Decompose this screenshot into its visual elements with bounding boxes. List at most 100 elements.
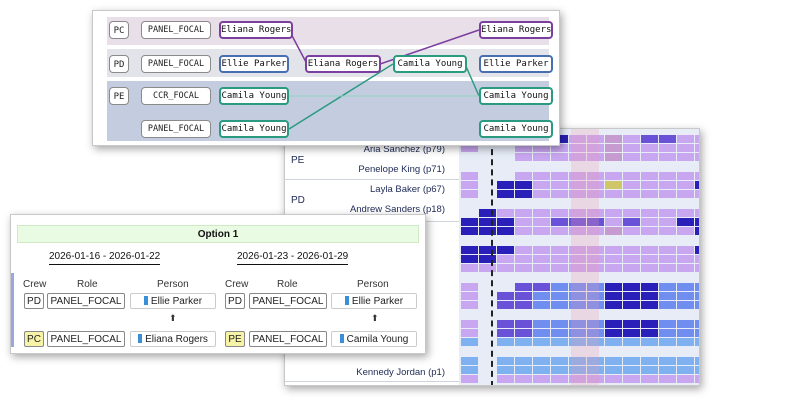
- schedule-cell[interactable]: [641, 153, 658, 161]
- schedule-cell[interactable]: [695, 153, 699, 161]
- schedule-cell[interactable]: [659, 375, 676, 383]
- schedule-cell[interactable]: [461, 246, 478, 254]
- schedule-cell[interactable]: [587, 209, 604, 217]
- schedule-cell[interactable]: [569, 357, 586, 365]
- schedule-cell[interactable]: [533, 375, 550, 383]
- schedule-cell[interactable]: [479, 246, 496, 254]
- person-box-after[interactable]: Camila Young: [479, 120, 553, 138]
- schedule-cell[interactable]: [587, 264, 604, 272]
- schedule-cell[interactable]: [587, 320, 604, 328]
- schedule-cell[interactable]: [641, 246, 658, 254]
- schedule-cell[interactable]: [551, 320, 568, 328]
- schedule-cell[interactable]: [587, 301, 604, 309]
- schedule-cell[interactable]: [659, 153, 676, 161]
- schedule-cell[interactable]: [695, 144, 699, 152]
- schedule-cell[interactable]: [659, 357, 676, 365]
- schedule-cell[interactable]: [569, 227, 586, 235]
- schedule-cell[interactable]: [677, 338, 694, 346]
- schedule-cell[interactable]: [551, 144, 568, 152]
- schedule-cell[interactable]: [551, 264, 568, 272]
- schedule-cell[interactable]: [695, 255, 699, 263]
- person-box-after[interactable]: Eliana Rogers: [479, 21, 553, 39]
- schedule-cell[interactable]: [623, 153, 640, 161]
- schedule-cell[interactable]: [461, 190, 478, 198]
- schedule-cell[interactable]: [659, 190, 676, 198]
- schedule-cell[interactable]: [569, 301, 586, 309]
- schedule-cell[interactable]: [551, 357, 568, 365]
- schedule-cell[interactable]: [533, 172, 550, 180]
- schedule-cell[interactable]: [497, 329, 514, 337]
- schedule-cell[interactable]: [569, 209, 586, 217]
- schedule-cell[interactable]: [479, 255, 496, 263]
- schedule-cell[interactable]: [551, 227, 568, 235]
- schedule-cell[interactable]: [551, 329, 568, 337]
- schedule-cell[interactable]: [551, 209, 568, 217]
- schedule-cell[interactable]: [515, 209, 532, 217]
- schedule-cell[interactable]: [461, 227, 478, 235]
- schedule-cell[interactable]: [551, 366, 568, 374]
- schedule-cell[interactable]: [587, 181, 604, 189]
- schedule-cell[interactable]: [569, 190, 586, 198]
- schedule-cell[interactable]: [641, 135, 658, 143]
- schedule-cell[interactable]: [641, 255, 658, 263]
- schedule-cell[interactable]: [695, 283, 699, 291]
- schedule-cell[interactable]: [497, 292, 514, 300]
- schedule-cell[interactable]: [515, 338, 532, 346]
- schedule-cell[interactable]: [569, 135, 586, 143]
- schedule-cell[interactable]: [497, 209, 514, 217]
- schedule-cell[interactable]: [659, 135, 676, 143]
- schedule-cell[interactable]: [695, 366, 699, 374]
- schedule-cell[interactable]: [533, 190, 550, 198]
- schedule-cell[interactable]: [623, 190, 640, 198]
- schedule-cell[interactable]: [605, 320, 622, 328]
- schedule-cell[interactable]: [515, 320, 532, 328]
- schedule-cell[interactable]: [623, 255, 640, 263]
- schedule-cell[interactable]: [515, 172, 532, 180]
- schedule-cell[interactable]: [623, 227, 640, 235]
- schedule-cell[interactable]: [551, 172, 568, 180]
- schedule-cell[interactable]: [587, 135, 604, 143]
- schedule-cell[interactable]: [533, 301, 550, 309]
- schedule-cell[interactable]: [677, 366, 694, 374]
- schedule-cell[interactable]: [497, 366, 514, 374]
- schedule-cell[interactable]: [533, 246, 550, 254]
- schedule-cell[interactable]: [605, 375, 622, 383]
- schedule-cell[interactable]: [515, 227, 532, 235]
- schedule-cell[interactable]: [677, 218, 694, 226]
- schedule-cell[interactable]: [533, 153, 550, 161]
- schedule-cell[interactable]: [587, 292, 604, 300]
- schedule-cell[interactable]: [515, 283, 532, 291]
- schedule-cell[interactable]: [605, 366, 622, 374]
- schedule-cell[interactable]: [497, 218, 514, 226]
- schedule-cell[interactable]: [605, 283, 622, 291]
- schedule-cell[interactable]: [605, 153, 622, 161]
- schedule-cell[interactable]: [551, 283, 568, 291]
- schedule-cell[interactable]: [461, 181, 478, 189]
- schedule-cell[interactable]: [659, 329, 676, 337]
- schedule-cell[interactable]: [587, 218, 604, 226]
- schedule-cell[interactable]: [515, 153, 532, 161]
- schedule-cell[interactable]: [677, 246, 694, 254]
- schedule-cell[interactable]: [695, 172, 699, 180]
- schedule-cell[interactable]: [533, 283, 550, 291]
- schedule-cell[interactable]: [461, 255, 478, 263]
- schedule-cell[interactable]: [497, 338, 514, 346]
- schedule-cell[interactable]: [659, 255, 676, 263]
- schedule-cell[interactable]: [623, 375, 640, 383]
- schedule-cell[interactable]: [641, 144, 658, 152]
- schedule-cell[interactable]: [587, 366, 604, 374]
- schedule-cell[interactable]: [605, 172, 622, 180]
- schedule-cell[interactable]: [569, 320, 586, 328]
- schedule-cell[interactable]: [695, 320, 699, 328]
- schedule-cell[interactable]: [533, 329, 550, 337]
- schedule-cell[interactable]: [587, 144, 604, 152]
- schedule-cell[interactable]: [677, 264, 694, 272]
- schedule-cell[interactable]: [515, 301, 532, 309]
- schedule-cell[interactable]: [641, 357, 658, 365]
- schedule-cell[interactable]: [623, 135, 640, 143]
- schedule-cell[interactable]: [515, 255, 532, 263]
- schedule-cell[interactable]: [515, 264, 532, 272]
- schedule-cell[interactable]: [641, 338, 658, 346]
- schedule-cell[interactable]: [569, 255, 586, 263]
- schedule-cell[interactable]: [569, 172, 586, 180]
